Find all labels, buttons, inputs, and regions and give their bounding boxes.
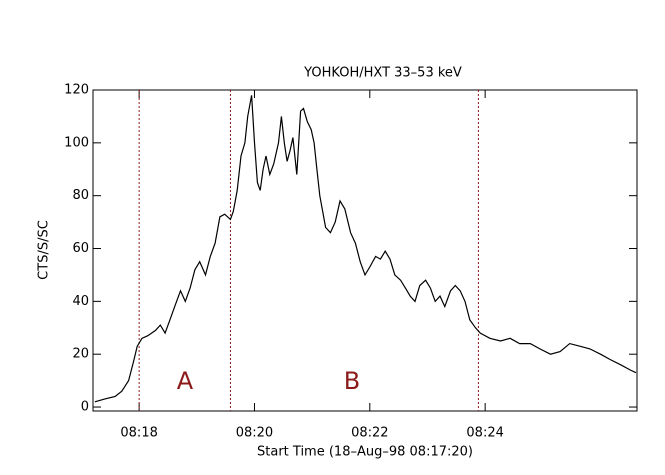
y-tick-label: 20 bbox=[72, 347, 89, 362]
data-line bbox=[94, 95, 637, 403]
chart-title: YOHKOH/HXT 33–53 keV bbox=[303, 66, 462, 81]
y-tick-label: 80 bbox=[72, 188, 89, 203]
y-tick-label: 40 bbox=[72, 294, 89, 309]
y-tick-label: 100 bbox=[64, 135, 89, 150]
x-tick-label: 08:20 bbox=[236, 426, 273, 441]
y-tick-label: 0 bbox=[81, 400, 89, 415]
y-tick-label: 120 bbox=[64, 83, 89, 98]
plot-frame bbox=[92, 89, 638, 412]
x-tick-label: 08:22 bbox=[351, 426, 388, 441]
interval-label: B bbox=[344, 367, 360, 395]
interval-label: A bbox=[177, 367, 194, 395]
x-axis-label: Start Time (18–Aug–98 08:17:20) bbox=[257, 445, 473, 460]
y-tick-label: 60 bbox=[72, 241, 89, 256]
y-axis-label: CTS/S/SC bbox=[37, 220, 52, 280]
x-tick-label: 08:24 bbox=[466, 426, 503, 441]
x-tick-label: 08:18 bbox=[120, 426, 157, 441]
